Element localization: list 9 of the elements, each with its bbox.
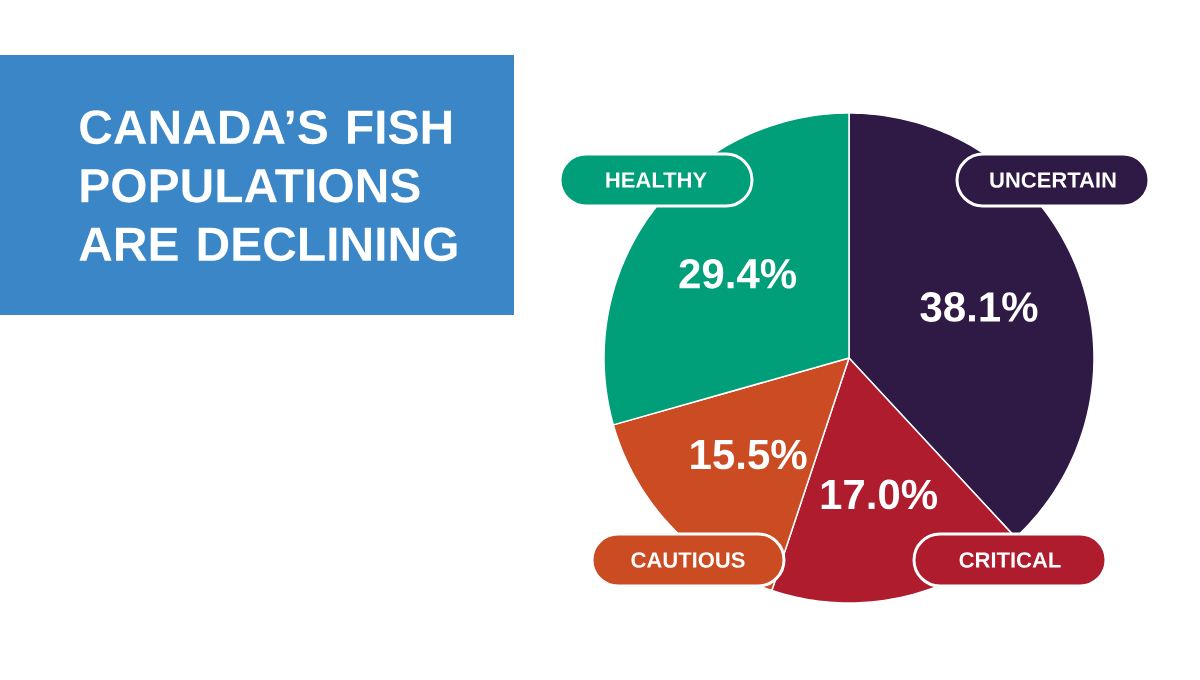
data-label: 15.5% [691,439,807,470]
data-label: 29.4% [679,258,797,289]
slice-label: CAUTIOUS [631,552,745,568]
slice-label: CRITICAL [959,552,1061,568]
slice-label: HEALTHY [606,172,707,188]
data-label: 17.0% [821,479,938,510]
slice-label: UNCERTAIN [990,172,1116,188]
data-label: 38.1% [920,292,1038,322]
text: CANADA’S FISH POPULATIONS ARE DECLINING [79,110,457,262]
